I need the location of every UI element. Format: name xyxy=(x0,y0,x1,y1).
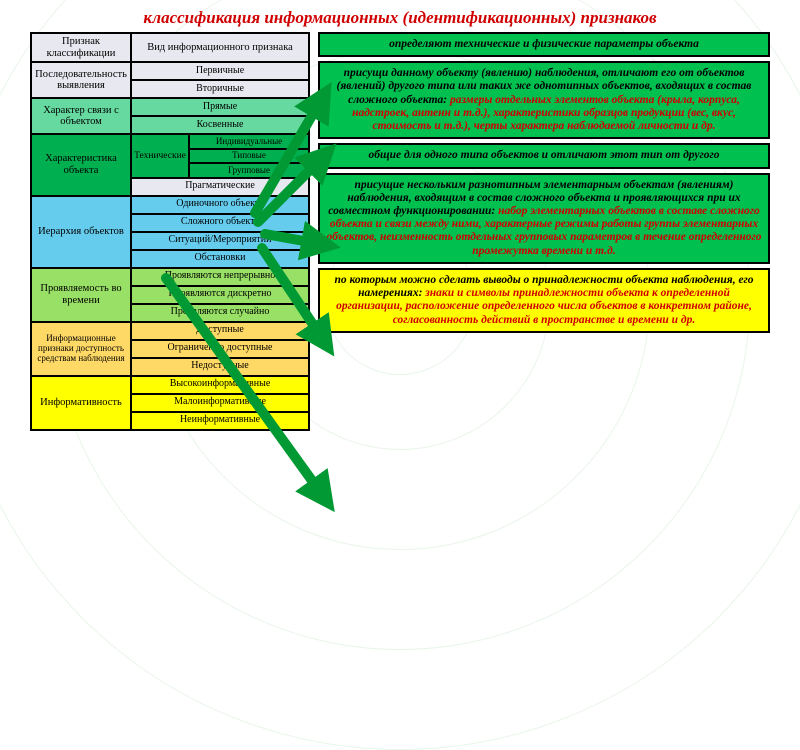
table-cell: Недоступные xyxy=(131,358,309,376)
classification-table: Признак классификации Вид информационног… xyxy=(30,32,310,431)
table-header-col2: Вид информационного признака xyxy=(131,33,309,62)
table-cell: Доступные xyxy=(131,322,309,340)
row-label: Характер связи с объектом xyxy=(31,98,131,134)
table-cell: Сложного объекта xyxy=(131,214,309,232)
table-cell: Ограниченно доступные xyxy=(131,340,309,358)
row-values: Одиночного объекта Сложного объекта Ситу… xyxy=(131,196,309,268)
table-cell: Обстановки xyxy=(131,250,309,268)
row-label: Характеристика объекта xyxy=(31,134,131,196)
row-values: Прямые Косвенные xyxy=(131,98,309,134)
table-cell: Высокоинформативные xyxy=(131,376,309,394)
desc-box: по которым можно сделать выводы о принад… xyxy=(318,268,770,333)
table-cell: Прямые xyxy=(131,98,309,116)
table-cell: Малоинформативные xyxy=(131,394,309,412)
tech-label: Технические xyxy=(131,134,189,178)
row-label: Информационные признаки доступность сред… xyxy=(31,322,131,376)
row-values: Высокоинформативные Малоинформативные Не… xyxy=(131,376,309,430)
row-label: Проявляемость во времени xyxy=(31,268,131,322)
table-cell: Прагматические xyxy=(131,178,309,196)
table-cell: Неинформативные xyxy=(131,412,309,430)
desc-box: определяют технические и физические пара… xyxy=(318,32,770,57)
table-cell: Косвенные xyxy=(131,116,309,134)
row-values: Первичные Вторичные xyxy=(131,62,309,98)
table-header-col1: Признак классификации xyxy=(31,33,131,62)
box-text: определяют технические и физические пара… xyxy=(389,38,699,50)
desc-box: присущие нескольким разнотипным элемента… xyxy=(318,173,770,264)
row-values: Проявляются непрерывно Проявляются дискр… xyxy=(131,268,309,322)
table-cell: Одиночного объекта xyxy=(131,196,309,214)
description-boxes: определяют технические и физические пара… xyxy=(318,32,770,431)
desc-box: общие для одного типа объектов и отличаю… xyxy=(318,143,770,168)
row-values: Доступные Ограниченно доступные Недоступ… xyxy=(131,322,309,376)
row-label: Информативность xyxy=(31,376,131,430)
table-cell: Проявляются непрерывно xyxy=(131,268,309,286)
table-cell: Первичные xyxy=(131,62,309,80)
row-label: Иерархия объектов xyxy=(31,196,131,268)
table-cell: Проявляются дискретно xyxy=(131,286,309,304)
row-label: Последовательность выявления xyxy=(31,62,131,98)
table-cell: Проявляются случайно xyxy=(131,304,309,322)
box-text: общие для одного типа объектов и отличаю… xyxy=(369,149,720,161)
desc-box: присущи данному объекту (явлению) наблюд… xyxy=(318,61,770,139)
table-cell: Ситуаций/Мероприятий xyxy=(131,232,309,250)
table-cell: Индивидуальные xyxy=(189,134,309,149)
table-cell: Групповые xyxy=(189,163,309,178)
table-cell: Типовые xyxy=(189,149,309,164)
row-values: Технические Индивидуальные Типовые Групп… xyxy=(131,134,309,196)
table-cell: Вторичные xyxy=(131,80,309,98)
